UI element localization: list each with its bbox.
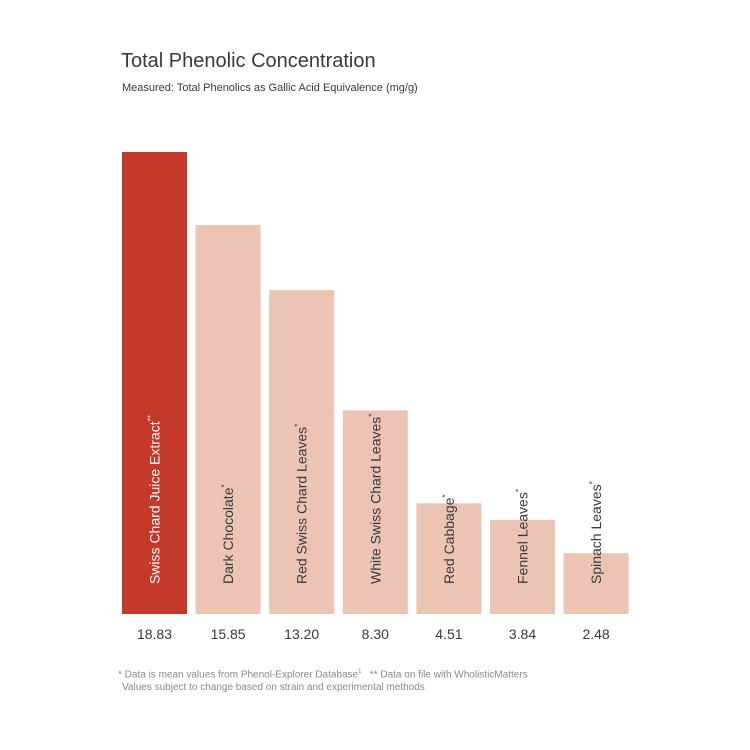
footnote-text-1: * Data is mean values from Phenol-Explor… [118, 669, 359, 681]
category-label-4: White Swiss Chard Leaves* [367, 414, 383, 584]
category-label-6: Fennel Leaves* [515, 489, 531, 584]
bar-1 [122, 152, 187, 614]
bar-5 [416, 503, 482, 614]
footnote-text-2: ** Data on file with WholisticMatters [361, 669, 528, 681]
footnote-superscript: 1 [358, 669, 362, 675]
category-label-7: Spinach Leaves* [588, 481, 604, 584]
chart-subtitle: Measured: Total Phenolics as Gallic Acid… [122, 82, 418, 94]
category-label-2: Dark Chocolate* [220, 484, 236, 584]
value-label-7: 2.48 [582, 626, 609, 642]
chart-title: Total Phenolic Concentration [121, 50, 376, 72]
category-label-1: Swiss Chard Juice Extract** [147, 415, 163, 584]
value-label-3: 13.20 [284, 626, 319, 642]
bar-2 [195, 225, 261, 614]
footnote-sources: * Data is mean values from Phenol-Explor… [118, 669, 528, 680]
footnote-disclaimer: Values subject to change based on strain… [122, 682, 425, 693]
bar-7 [563, 553, 629, 614]
value-label-2: 15.85 [211, 626, 246, 642]
category-label-3: Red Swiss Chard Leaves* [294, 424, 310, 584]
category-label-5: Red Cabbage* [441, 494, 457, 584]
value-label-5: 4.51 [435, 626, 462, 642]
bar-4 [342, 410, 408, 614]
bar-6 [490, 519, 555, 614]
value-label-4: 8.30 [362, 626, 389, 642]
value-label-1: 18.83 [137, 626, 172, 642]
value-label-6: 3.84 [509, 626, 536, 642]
bar-3 [269, 290, 335, 614]
